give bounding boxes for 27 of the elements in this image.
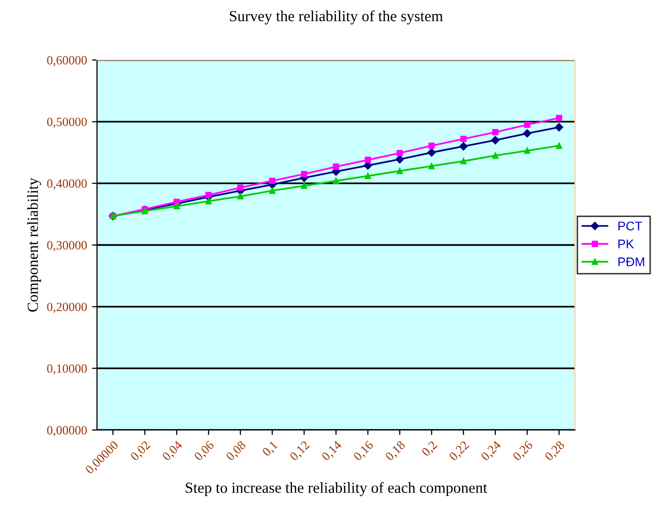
x-tick-label: 0,2 [421,440,439,458]
x-tick-label: 0,1 [262,440,280,458]
x-tick-label: 0,26 [512,440,534,462]
y-tick-label: 0,40000 [47,179,87,190]
y-axis-title: Component reliability [27,178,42,312]
x-tick-label: 0,22 [448,440,470,462]
legend-label: PCT [618,222,642,230]
y-tick-label: 0,50000 [47,118,87,128]
x-tick-label: 0,18 [384,440,407,462]
x-tick-label: 0,16 [352,440,376,462]
x-tick-label: 0,02 [130,440,152,462]
chart-title: Survey the reliability of the system [230,10,443,24]
y-tick-label: 0,30000 [47,241,87,252]
x-axis-title: Step to increase the reliability of each component [186,482,488,496]
legend-label: PK [618,240,634,248]
y-tick-label: 0,10000 [47,364,87,375]
x-tick-label: 0,06 [194,440,216,462]
y-tick-label: 0,60000 [47,56,87,66]
x-tick-label: 0,04 [162,440,184,462]
x-tick-label: 0,08 [226,440,248,462]
x-tick-label: 0,24 [480,440,503,462]
legend-label: PĐM [618,258,644,266]
x-tick-label: 0,14 [321,440,344,462]
y-tick-label: 0,20000 [47,302,87,313]
x-tick-label: 0,12 [289,440,312,462]
y-tick-label: 0,00000 [47,426,87,436]
x-tick-label: 0,28 [544,440,566,462]
